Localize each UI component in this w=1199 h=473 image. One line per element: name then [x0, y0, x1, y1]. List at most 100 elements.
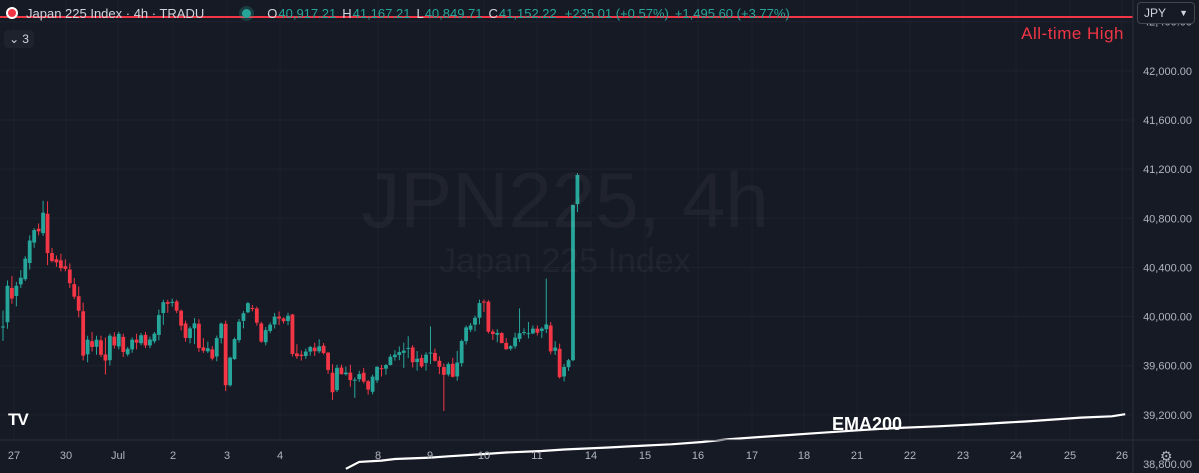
candle-body: [535, 328, 540, 333]
candle-body: [81, 311, 86, 356]
symbol-title[interactable]: Japan 225 Index · 4h · TRADU: [26, 5, 205, 21]
candle-body: [562, 366, 566, 377]
candle-body: [539, 328, 544, 331]
candle-body: [384, 365, 388, 369]
candle-body: [357, 374, 362, 380]
time-tick-label: 26: [1116, 450, 1128, 462]
candle-body: [312, 347, 317, 352]
candle-body: [308, 347, 313, 352]
close-label: C: [488, 5, 498, 21]
chevron-down-icon: ▼: [1179, 8, 1188, 18]
price-tick-label: 39,200.00: [1143, 410, 1192, 422]
candle-body: [335, 367, 339, 391]
candle-body: [214, 338, 219, 357]
candle-body: [170, 301, 175, 303]
time-tick-label: 22: [904, 450, 916, 462]
candle-body: [27, 240, 32, 264]
time-tick-label: Jul: [111, 450, 125, 462]
candle-body: [165, 302, 170, 304]
time-tick-label: 18: [798, 450, 810, 462]
candle-body: [375, 366, 379, 381]
candle-body: [188, 328, 192, 339]
candle-body: [36, 228, 41, 232]
candle-body: [156, 315, 161, 335]
candle-body: [246, 303, 250, 313]
candle-body: [10, 287, 14, 299]
candle-body: [553, 347, 558, 351]
symbol-legend[interactable]: Japan 225 Index · 4h · TRADU O 40,917.21…: [0, 0, 790, 26]
candle-body: [517, 333, 522, 339]
candle-body: [201, 347, 206, 351]
open-label: O: [267, 5, 278, 21]
candle-body: [272, 316, 277, 325]
candle-body: [321, 345, 326, 354]
candle-body: [139, 335, 143, 344]
candle-body: [433, 352, 437, 361]
candle-body: [406, 347, 411, 349]
candle-body: [459, 341, 464, 364]
candle-body: [294, 353, 299, 357]
candle-body: [410, 347, 415, 363]
candle-body: [90, 341, 94, 347]
candle-body: [281, 318, 286, 322]
candle-body: [504, 342, 509, 350]
time-tick-label: 25: [1064, 450, 1076, 462]
candle-body: [174, 301, 179, 311]
price-axis: 38,800.00 39,200.00 39,600.00 40,000.00 40,4…: [1143, 17, 1192, 471]
low-label: L: [416, 5, 424, 21]
candle-body: [18, 277, 23, 285]
indicators-toggle-button[interactable]: ⌄ 3: [4, 30, 34, 48]
time-tick-label: 15: [639, 450, 651, 462]
settings-gear-icon[interactable]: ⚙: [1160, 448, 1173, 464]
candle-body: [571, 204, 575, 361]
candle-body: [286, 315, 290, 322]
candle-body: [388, 356, 393, 365]
candle-body: [419, 357, 424, 367]
price-tick-label: 41,600.00: [1143, 115, 1192, 127]
currency-button[interactable]: JPY ▼: [1137, 2, 1195, 24]
candle-body: [531, 328, 535, 334]
candle-body: [424, 354, 428, 363]
chevron-down-icon: ⌄: [9, 32, 20, 46]
candle-body: [526, 333, 531, 335]
candle-body: [116, 333, 121, 347]
candle-body: [54, 259, 59, 263]
time-tick-label: 9: [427, 450, 433, 462]
watermark-symbol: JPN225, 4h: [0, 155, 1130, 246]
tradingview-logo[interactable]: TV: [8, 410, 29, 429]
candle-body: [223, 323, 228, 386]
price-tick-label: 40,400.00: [1143, 262, 1192, 274]
candle-body: [326, 352, 330, 370]
candle-body: [415, 358, 420, 363]
price-tick-label: 41,200.00: [1143, 164, 1192, 176]
candle-body: [32, 230, 37, 243]
candle-body: [161, 302, 166, 314]
candle-body: [437, 360, 442, 367]
candle-body: [499, 333, 504, 344]
candle-body: [299, 354, 304, 357]
market-status-icon: [242, 8, 252, 18]
candle-body: [228, 357, 233, 386]
candle-body: [210, 349, 215, 359]
candle-body: [352, 379, 357, 381]
candle-body: [5, 285, 10, 323]
candle-body: [72, 284, 77, 297]
candle-body: [50, 253, 54, 262]
candle-body: [428, 352, 433, 354]
candle-body: [1, 326, 5, 328]
candle-body: [14, 285, 19, 296]
candle-body: [41, 212, 45, 234]
price-tick-label: 40,000.00: [1143, 312, 1192, 324]
symbol-flag-icon: [6, 7, 18, 19]
time-axis: 27 30 Jul 2 3 4 8 9 10 11 14 15 16 17 18 21 22 23 24 25 26: [8, 450, 1128, 462]
candle-body: [121, 336, 126, 352]
candle-body: [192, 323, 197, 329]
candle-body: [205, 348, 210, 352]
candle-body: [379, 368, 384, 370]
candle-body: [343, 372, 348, 375]
candle-body: [63, 266, 68, 269]
high-label: H: [342, 5, 352, 21]
candle-body: [508, 346, 513, 349]
candle-body: [361, 372, 366, 382]
candle-body: [85, 339, 90, 355]
